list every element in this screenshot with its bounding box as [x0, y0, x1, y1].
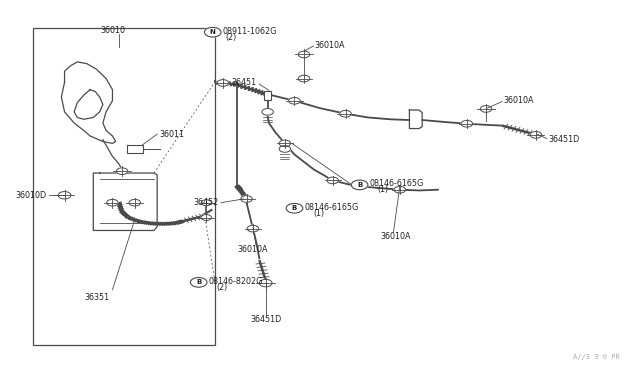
Bar	[127, 145, 143, 153]
Circle shape	[351, 180, 368, 190]
Circle shape	[480, 106, 492, 112]
Circle shape	[129, 199, 141, 206]
Circle shape	[279, 140, 291, 147]
Bar	[33, 29, 214, 345]
Text: 08146-6165G: 08146-6165G	[370, 179, 424, 187]
Circle shape	[298, 51, 310, 58]
Circle shape	[204, 28, 221, 37]
Text: 36010A: 36010A	[504, 96, 534, 105]
Text: (1): (1)	[314, 209, 324, 218]
Text: (2): (2)	[216, 283, 228, 292]
Circle shape	[394, 186, 406, 193]
Text: B: B	[357, 182, 362, 188]
Circle shape	[201, 200, 211, 206]
Text: N: N	[210, 29, 216, 35]
Circle shape	[58, 192, 71, 199]
Circle shape	[340, 110, 351, 117]
Circle shape	[217, 80, 228, 86]
Text: B: B	[196, 279, 202, 285]
Circle shape	[190, 278, 207, 287]
Circle shape	[461, 121, 472, 127]
Circle shape	[289, 97, 300, 104]
Text: A//3 3 0 PR: A//3 3 0 PR	[573, 354, 620, 360]
Text: 36451: 36451	[231, 78, 256, 87]
Text: 36452: 36452	[194, 198, 219, 207]
Text: 36351: 36351	[84, 293, 109, 302]
Circle shape	[241, 196, 252, 202]
Circle shape	[327, 177, 339, 184]
Circle shape	[107, 199, 118, 206]
Circle shape	[259, 279, 272, 287]
Text: 36010A: 36010A	[380, 231, 411, 241]
Text: 36451D: 36451D	[548, 135, 580, 144]
Text: 08146-6165G: 08146-6165G	[305, 203, 359, 212]
Text: 36011: 36011	[159, 129, 184, 139]
Circle shape	[530, 132, 541, 138]
Text: 36010A: 36010A	[315, 41, 346, 50]
Circle shape	[262, 109, 273, 115]
Text: B: B	[292, 205, 297, 211]
Bar	[264, 90, 271, 100]
Circle shape	[286, 203, 303, 213]
Text: 08911-1062G: 08911-1062G	[223, 26, 277, 36]
Text: 08146-8202G: 08146-8202G	[209, 277, 263, 286]
Circle shape	[298, 75, 310, 82]
Text: 36010D: 36010D	[15, 191, 47, 200]
Text: 36010: 36010	[100, 26, 125, 35]
Circle shape	[279, 145, 291, 152]
Circle shape	[116, 168, 128, 174]
Text: 36451D: 36451D	[250, 315, 282, 324]
Text: (1): (1)	[378, 185, 388, 194]
Text: (2): (2)	[225, 32, 237, 42]
Circle shape	[247, 225, 259, 232]
Text: 36010A: 36010A	[237, 244, 268, 253]
Circle shape	[201, 215, 211, 221]
